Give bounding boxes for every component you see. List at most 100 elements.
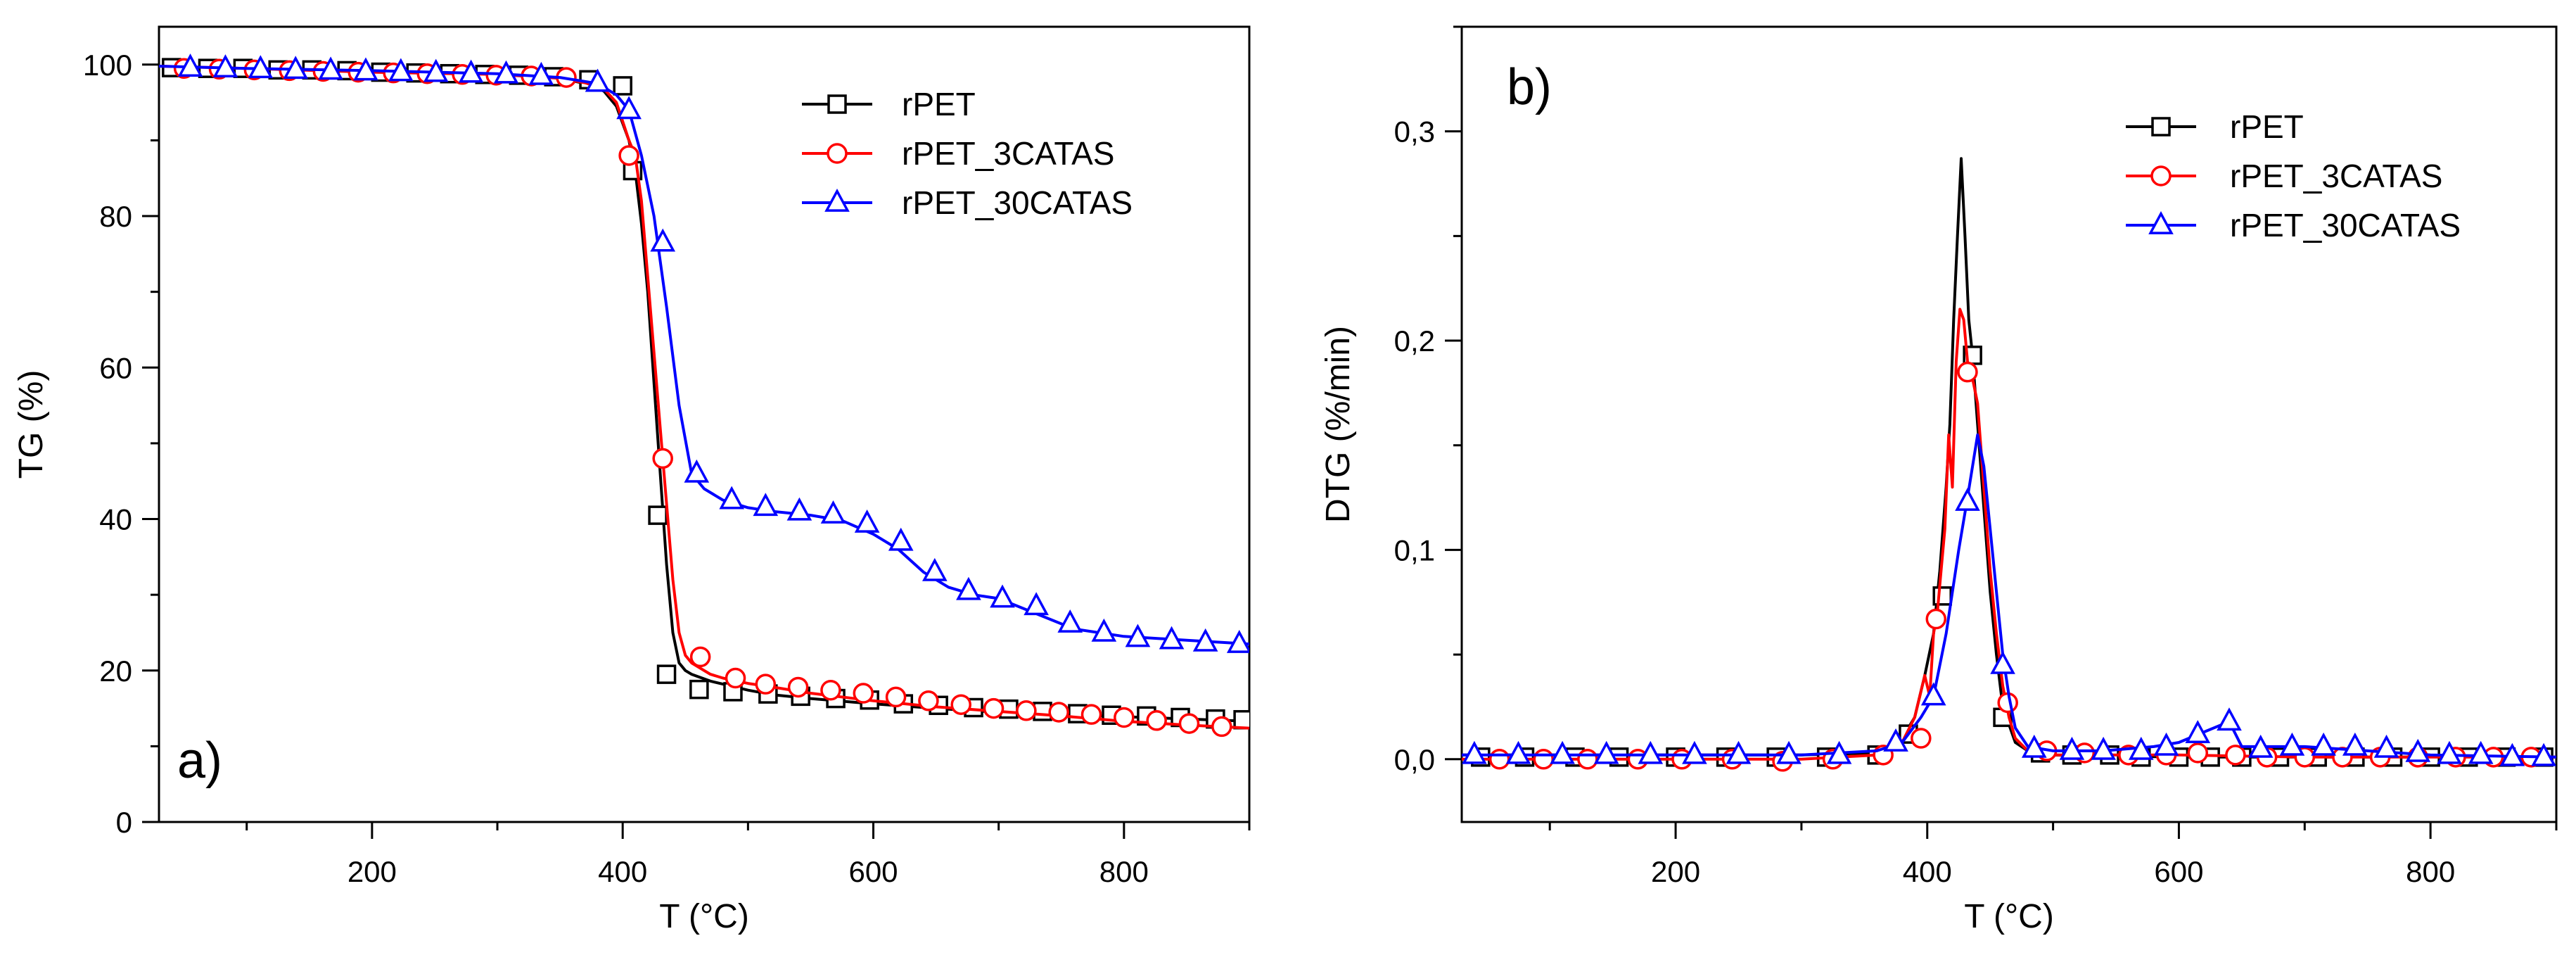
panel-label: b) <box>1507 59 1552 115</box>
data-point <box>1462 740 1487 764</box>
data-point <box>616 96 642 120</box>
legend: rPET rPET_3CATAS rPET_30CATAS <box>802 86 1133 221</box>
data-point <box>684 459 710 483</box>
data-point <box>1178 713 1200 734</box>
data-point <box>1114 707 1135 728</box>
data-point <box>2091 736 2116 760</box>
data-point <box>950 694 971 715</box>
data-point <box>1920 682 1946 706</box>
data-point <box>177 53 203 77</box>
data-point <box>1233 709 1249 730</box>
data-point <box>1776 740 1802 764</box>
data-point <box>2187 742 2209 764</box>
legend-entry: rPET_30CATAS <box>2230 207 2461 244</box>
y-tick-label: 40 <box>99 503 132 536</box>
data-point <box>2021 734 2047 758</box>
data-point <box>493 60 519 84</box>
data-point <box>786 497 812 521</box>
legend-entry: rPET <box>2230 108 2304 145</box>
legend-marker <box>824 188 850 212</box>
data-point <box>1726 740 1752 764</box>
data-point <box>648 505 668 525</box>
data-point <box>2247 734 2274 758</box>
data-point <box>1488 749 1510 770</box>
y-tick-label: 20 <box>99 654 132 688</box>
panel-a: 200 400 600 800 0 20 40 60 80 100 T (°C) TG (%) a) rP… <box>13 25 1251 935</box>
x-tick-label: 200 <box>1651 855 1700 888</box>
data-point <box>2185 720 2211 743</box>
x-tick-label: 200 <box>347 855 397 888</box>
data-point <box>283 56 309 80</box>
x-tick-label: 400 <box>1903 855 1952 888</box>
y-tick-label: 0,1 <box>1394 533 1435 567</box>
y-tick-label: 0,2 <box>1394 324 1435 358</box>
y-tick-label: 60 <box>99 351 132 384</box>
data-point <box>2128 736 2154 760</box>
x-tick-label: 800 <box>1099 855 1149 888</box>
x-axis-title: T (°C) <box>1964 898 2054 935</box>
data-point <box>2373 734 2399 758</box>
data-point <box>689 679 709 700</box>
data-point <box>2059 736 2085 760</box>
data-point <box>1925 608 1947 630</box>
data-point <box>1159 626 1185 650</box>
panel-b: 200 400 600 800 0,0 0,1 0,2 0,3 T (°C) DTG (%/min… <box>1320 25 2558 935</box>
data-point <box>885 686 907 708</box>
data-point <box>2468 740 2494 764</box>
data-point <box>990 584 1015 608</box>
y-axis-title: DTG (%/min) <box>1320 326 1357 523</box>
data-point <box>1533 749 1555 770</box>
data-point <box>2311 732 2336 756</box>
data-point <box>1024 592 1049 616</box>
legend-marker <box>2150 165 2172 186</box>
x-tick-label: 800 <box>2406 855 2455 888</box>
data-point <box>388 58 414 82</box>
data-point <box>1638 740 1664 764</box>
x-tick-label: 600 <box>2154 855 2203 888</box>
data-point <box>2279 732 2305 756</box>
legend-entry: rPET_3CATAS <box>2230 158 2442 194</box>
data-point <box>1593 740 1619 764</box>
data-point <box>585 68 611 92</box>
data-point <box>854 509 880 533</box>
data-point <box>458 59 484 83</box>
data-point <box>1192 628 1218 652</box>
x-axis-title: T (°C) <box>659 898 749 935</box>
data-point <box>1048 702 1069 723</box>
data-point <box>656 664 677 684</box>
legend-entry: rPET <box>902 86 976 122</box>
data-point <box>2405 738 2431 762</box>
data-point <box>1125 624 1151 647</box>
data-point <box>820 679 841 701</box>
data-point <box>212 54 238 78</box>
x-tick-label: 600 <box>848 855 898 888</box>
data-point <box>753 493 779 517</box>
data-point <box>725 667 746 689</box>
data-point <box>248 55 274 79</box>
data-point <box>853 683 874 704</box>
data-point <box>689 646 711 668</box>
data-point <box>423 58 449 82</box>
series-rPET_30CATAS <box>1462 433 2556 766</box>
data-point <box>1057 609 1083 633</box>
legend-marker <box>827 143 848 164</box>
data-point <box>2499 742 2525 766</box>
data-point <box>613 76 632 96</box>
legend-marker <box>2148 210 2174 234</box>
data-point <box>650 228 676 252</box>
data-point <box>2531 742 2556 766</box>
data-point <box>888 527 914 551</box>
data-point <box>1211 716 1232 738</box>
data-point <box>1577 749 1598 770</box>
data-point <box>618 145 639 166</box>
y-tick-label: 100 <box>83 49 132 82</box>
y-axis-title: TG (%) <box>13 370 50 479</box>
data-point <box>1682 740 1707 764</box>
plot-frame <box>158 25 1251 823</box>
data-point <box>1932 586 1952 606</box>
data-point <box>922 557 948 581</box>
data-point <box>1080 704 1102 725</box>
y-tick-label: 0,0 <box>1394 743 1435 776</box>
data-point <box>2153 732 2179 756</box>
data-point <box>918 690 939 711</box>
